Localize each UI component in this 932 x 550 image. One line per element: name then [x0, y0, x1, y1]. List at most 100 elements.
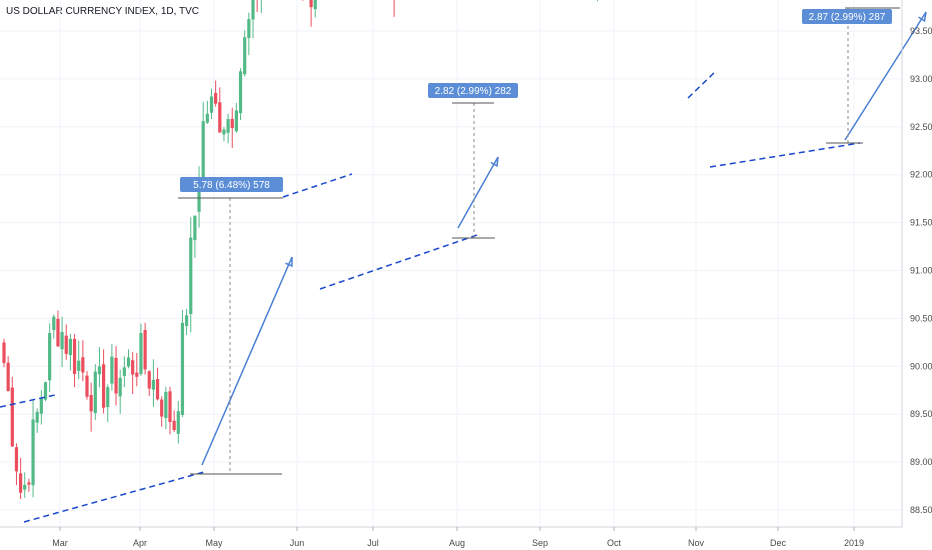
candle-body [214, 93, 218, 104]
candle-body [155, 379, 160, 400]
y-tick-label: 91.50 [910, 218, 932, 228]
candle-body [89, 395, 93, 412]
x-tick-label: Oct [607, 538, 622, 548]
candle-body [6, 362, 10, 392]
candle-body [85, 375, 89, 397]
candle-body [52, 316, 56, 331]
candle-body [313, 0, 317, 10]
channel-line [709, 142, 861, 168]
x-tick-label: Mar [52, 538, 68, 548]
candle-body [135, 372, 139, 377]
candle-body [110, 356, 114, 384]
candle-body [2, 342, 6, 363]
candle-body [48, 333, 52, 381]
candle-body [243, 37, 247, 75]
x-tick-label: 2019 [844, 538, 864, 548]
candle-body [164, 391, 168, 419]
candle-body [143, 329, 147, 370]
y-tick-label: 92.50 [910, 122, 932, 132]
y-tick-label: 93.00 [910, 74, 932, 84]
trendline-drawings: 99.00 [0, 11, 927, 523]
candle-body [122, 367, 126, 376]
candle-body [131, 360, 135, 375]
candle-body [180, 322, 185, 415]
y-tick-label: 90.50 [910, 313, 932, 323]
measure-label: 5.78 (6.48%) 578 [193, 180, 270, 191]
candle-body [97, 366, 102, 375]
x-tick-label: Dec [770, 538, 787, 548]
measure-label-bg [428, 83, 518, 98]
candles [2, 0, 598, 500]
candle-body [118, 377, 122, 397]
projection-arrow [457, 156, 499, 229]
x-tick-label: Nov [688, 538, 705, 548]
y-tick-label: 89.50 [910, 409, 932, 419]
x-tick-label: Aug [449, 538, 465, 548]
candle-body [251, 0, 255, 20]
candle-body [43, 382, 48, 400]
price-axis: 88.50 89.00 89.50 90.00 90.50 91.00 91.50 92.00… [901, 0, 932, 527]
candle-body [238, 71, 243, 114]
candle-body [226, 119, 230, 133]
candle-body [81, 357, 85, 373]
candle-body [205, 113, 209, 123]
candle-body [35, 411, 39, 423]
arrow-head [285, 256, 293, 268]
candle-body [56, 318, 60, 347]
candle-body [106, 387, 110, 408]
y-tick-label: 93.50 [910, 26, 932, 36]
y-tick-label: 89.00 [910, 457, 932, 467]
channel-line [319, 233, 481, 290]
y-tick-label: 90.00 [910, 361, 932, 371]
x-tick-label: Jun [290, 538, 305, 548]
candle-body [247, 19, 251, 38]
candle-body [102, 364, 106, 408]
candle-body [10, 387, 14, 447]
candle-body [172, 420, 176, 431]
chart-title: US DOLLAR CURRENCY INDEX, 1D, TVC [6, 6, 200, 17]
time-axis: Mar Apr May Jun Jul Aug Sep Oct Nov Dec 2019 [0, 526, 902, 548]
candle-body [193, 215, 197, 241]
candle-body [60, 332, 64, 350]
candle-body [168, 391, 172, 423]
candle-body [27, 482, 31, 485]
candle-body [31, 419, 35, 486]
measure-label-bg [180, 177, 283, 192]
candle-body [209, 96, 214, 113]
measure-label-bg [802, 9, 892, 24]
candle-body [218, 102, 222, 133]
y-tick-label: 91.00 [910, 266, 932, 276]
candle-body [230, 118, 234, 129]
projection-arrow [844, 11, 927, 141]
candle-body [19, 473, 23, 493]
candle-body [234, 110, 238, 132]
x-tick-label: Apr [133, 538, 147, 548]
measure-label: 2.82 (2.99%) 282 [435, 86, 512, 97]
candle-body [126, 357, 131, 367]
candle-body [14, 447, 19, 472]
candle-body [222, 129, 226, 135]
y-tick-label: 92.00 [910, 170, 932, 180]
x-tick-label: May [205, 538, 223, 548]
candle-body [176, 411, 180, 434]
candle-body [23, 484, 27, 490]
x-tick-label: Jul [367, 538, 379, 548]
candle-body [39, 398, 43, 414]
candle-body [151, 379, 155, 390]
arrow-head [490, 156, 499, 168]
channel-line [687, 70, 717, 99]
y-tick-label: 88.50 [910, 505, 932, 515]
candle-body [185, 315, 189, 326]
candle-body [160, 399, 164, 417]
measure-label: 2.87 (2.99%) 287 [809, 12, 886, 23]
candle-body [139, 332, 143, 375]
candle-body [114, 357, 118, 394]
channel-line [282, 173, 353, 198]
arrow-head [918, 11, 927, 23]
candle-body [64, 335, 68, 354]
candle-body [147, 371, 151, 389]
candle-body [93, 371, 97, 414]
channel-line [23, 471, 205, 523]
candle-body [189, 237, 193, 315]
